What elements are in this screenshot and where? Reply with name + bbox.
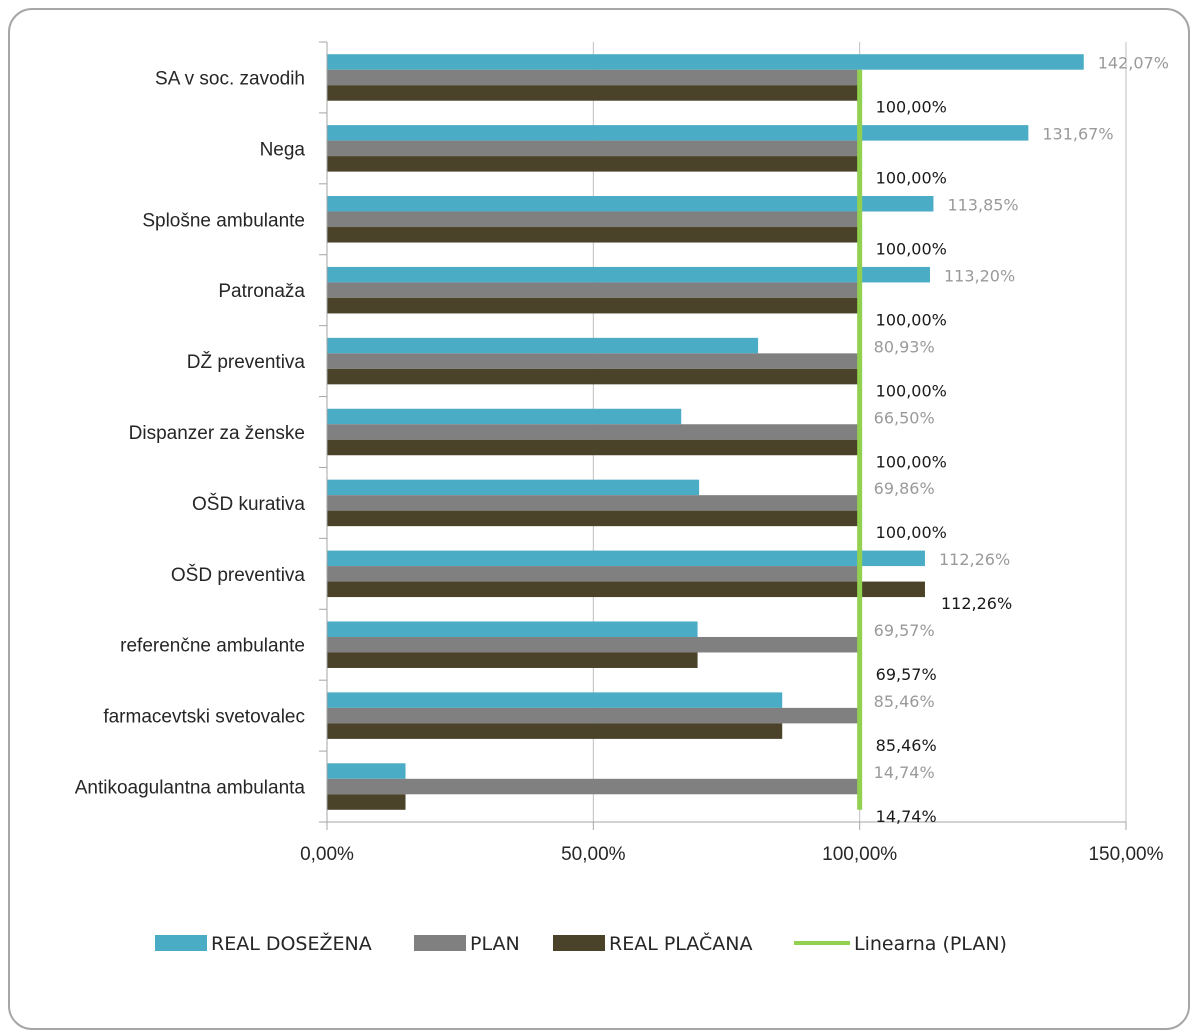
bar bbox=[327, 54, 1084, 70]
bar bbox=[327, 353, 860, 369]
data-label: 85,46% bbox=[874, 692, 935, 711]
data-label: 113,20% bbox=[944, 266, 1015, 285]
bar bbox=[327, 440, 860, 456]
legend-label: REAL PLAČANA bbox=[609, 931, 752, 955]
bar bbox=[327, 566, 860, 582]
category-label: Dispanzer za ženske bbox=[129, 423, 305, 444]
data-label: 100,00% bbox=[876, 452, 947, 471]
data-label: 100,00% bbox=[876, 381, 947, 400]
data-label: 131,67% bbox=[1042, 125, 1113, 144]
data-label: 142,07% bbox=[1098, 54, 1169, 73]
bar bbox=[327, 480, 699, 496]
data-label: 80,93% bbox=[874, 337, 935, 356]
bar bbox=[327, 495, 860, 511]
legend-swatch bbox=[155, 935, 207, 951]
bar bbox=[327, 267, 930, 283]
bar bbox=[327, 282, 860, 298]
bar bbox=[327, 369, 860, 385]
bar bbox=[327, 708, 860, 724]
bar bbox=[327, 227, 860, 243]
category-label: Patronaža bbox=[218, 281, 305, 302]
bar bbox=[327, 779, 860, 795]
data-label: 113,85% bbox=[947, 196, 1018, 215]
category-label: OŠD kurativa bbox=[192, 493, 305, 515]
bar bbox=[327, 424, 860, 440]
bar bbox=[327, 409, 681, 425]
category-label: farmacevtski svetovalec bbox=[103, 707, 305, 728]
data-label: 112,26% bbox=[941, 594, 1012, 613]
legend-label: Linearna (PLAN) bbox=[854, 933, 1007, 955]
bar bbox=[327, 794, 406, 810]
legend-label: REAL DOSEŽENA bbox=[211, 932, 372, 955]
bar bbox=[327, 582, 925, 598]
category-label: Splošne ambulante bbox=[142, 210, 305, 231]
data-label: 100,00% bbox=[876, 310, 947, 329]
bar bbox=[327, 338, 758, 354]
bar bbox=[327, 70, 860, 86]
bar bbox=[327, 621, 698, 637]
bar bbox=[327, 298, 860, 314]
bar bbox=[327, 156, 860, 172]
legend: REAL DOSEŽENA PLAN REAL PLAČANA Linearna (P… bbox=[155, 931, 1007, 955]
bars bbox=[327, 54, 1084, 810]
legend-swatch bbox=[553, 935, 605, 951]
bar bbox=[327, 763, 406, 779]
data-label: 69,57% bbox=[874, 621, 935, 640]
category-label: SA v soc. zavodih bbox=[155, 68, 305, 89]
bar bbox=[327, 141, 860, 157]
bar bbox=[327, 85, 860, 101]
data-label: 85,46% bbox=[876, 736, 937, 755]
bar bbox=[327, 723, 782, 739]
bar bbox=[327, 551, 925, 567]
legend-swatch bbox=[414, 935, 466, 951]
legend-label: PLAN bbox=[470, 933, 520, 955]
category-label: referenčne ambulante bbox=[120, 636, 305, 657]
x-tick-label: 0,00% bbox=[300, 844, 354, 865]
bar bbox=[327, 212, 860, 228]
data-label: 100,00% bbox=[876, 240, 947, 259]
data-label: 69,86% bbox=[874, 479, 935, 498]
x-tick-label: 100,00% bbox=[822, 844, 897, 865]
data-label: 14,74% bbox=[876, 807, 937, 826]
bar bbox=[327, 692, 782, 708]
category-label: DŽ preventiva bbox=[187, 351, 306, 373]
x-tick-label: 50,00% bbox=[561, 844, 626, 865]
bar bbox=[327, 511, 860, 526]
data-label: 100,00% bbox=[876, 98, 947, 117]
bar bbox=[327, 125, 1028, 141]
data-label: 100,00% bbox=[876, 523, 947, 542]
bar bbox=[327, 637, 860, 653]
data-label: 69,57% bbox=[876, 665, 937, 684]
x-tick-label: 150,00% bbox=[1088, 844, 1163, 865]
bar bbox=[327, 652, 698, 668]
category-label: Antikoagulantna ambulanta bbox=[75, 778, 306, 799]
bar bbox=[327, 196, 933, 212]
category-label: Nega bbox=[260, 139, 306, 160]
data-label: 112,26% bbox=[939, 550, 1010, 569]
data-labels: 142,07%100,00%131,67%100,00%113,85%100,0… bbox=[874, 54, 1169, 826]
data-label: 100,00% bbox=[876, 169, 947, 188]
data-label: 66,50% bbox=[874, 408, 935, 427]
category-label: OŠD preventiva bbox=[171, 564, 306, 586]
data-label: 14,74% bbox=[874, 763, 935, 782]
